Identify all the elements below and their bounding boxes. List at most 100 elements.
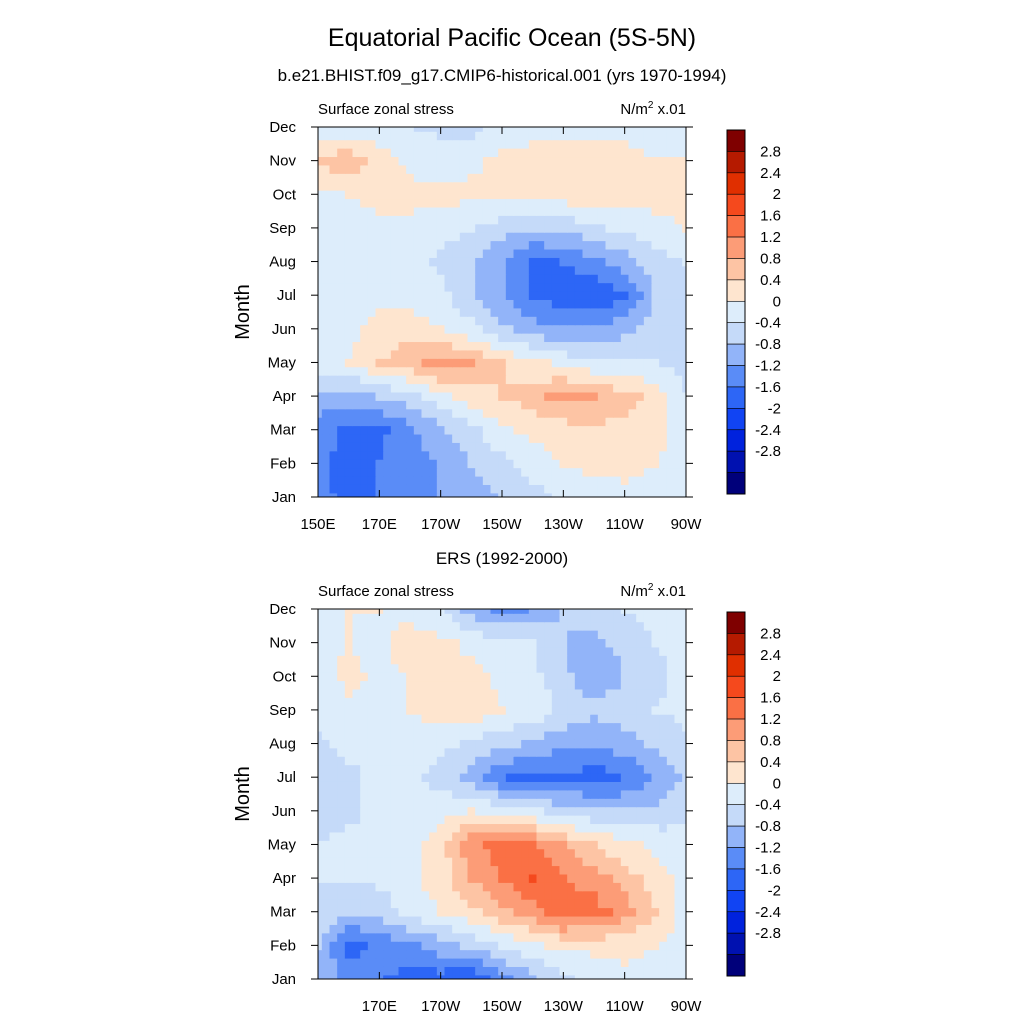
heatmap-cell (436, 857, 446, 867)
heatmap-cell (475, 714, 484, 724)
heatmap-cell (613, 417, 622, 427)
heatmap-cell (406, 730, 415, 740)
heatmap-cell (674, 739, 683, 749)
heatmap-cell (620, 655, 630, 665)
heatmap-cell (352, 924, 361, 934)
heatmap-cell (444, 638, 453, 648)
colorbar-box (726, 300, 746, 324)
heatmap-cell (367, 680, 377, 690)
heatmap-cell (337, 475, 346, 485)
heatmap-cell (551, 459, 561, 469)
heatmap-cell (567, 974, 576, 979)
heatmap-cell (613, 215, 622, 225)
heatmap-cell (436, 450, 446, 460)
heatmap-cell (436, 806, 446, 816)
heatmap-cell (620, 232, 630, 242)
heatmap-cell (467, 492, 476, 497)
heatmap-cell (367, 341, 377, 351)
heatmap-cell (375, 966, 384, 976)
heatmap-cell (321, 425, 331, 435)
heatmap-cell (413, 621, 423, 631)
heatmap-cell (528, 484, 538, 494)
heatmap-cell (475, 924, 484, 934)
heatmap-cell (643, 789, 653, 799)
heatmap-cell (329, 425, 338, 435)
heatmap-cell (452, 148, 461, 158)
heatmap-cell (344, 492, 354, 497)
heatmap-cell (628, 299, 637, 309)
heatmap-cell (521, 890, 530, 900)
heatmap-cell (636, 156, 645, 166)
heatmap-cell (467, 798, 476, 808)
heatmap-cell (482, 857, 492, 867)
heatmap-cell (574, 663, 584, 673)
heatmap-cell (436, 680, 446, 690)
heatmap-cell (659, 932, 668, 942)
heatmap-cell (475, 433, 484, 443)
heatmap-cell (682, 299, 686, 309)
heatmap-cell (398, 400, 407, 410)
heatmap-cell (498, 907, 507, 917)
heatmap-cell (444, 924, 453, 934)
heatmap-cell (636, 806, 645, 816)
heatmap-cell (605, 433, 614, 443)
heatmap-cell (521, 358, 530, 368)
heatmap-cell (674, 646, 683, 656)
heatmap-cell (505, 442, 515, 452)
heatmap-cell (329, 173, 338, 183)
heatmap-cell (582, 630, 591, 640)
heatmap-cell (590, 223, 599, 233)
heatmap-cell (559, 265, 568, 275)
heatmap-cell (590, 248, 599, 258)
heatmap-cell (444, 148, 453, 158)
heatmap-cell (321, 299, 331, 309)
heatmap-cell (505, 333, 515, 343)
heatmap-cell (536, 333, 545, 343)
heatmap-cell (582, 139, 591, 149)
heatmap-cell (666, 806, 676, 816)
heatmap-cell (344, 823, 354, 833)
heatmap-cell (605, 823, 614, 833)
heatmap-cell (643, 442, 653, 452)
heatmap-cell (513, 789, 522, 799)
heatmap-cell (406, 223, 415, 233)
heatmap-cell (505, 492, 515, 497)
heatmap-cell (352, 240, 361, 250)
heatmap-cell (597, 282, 607, 292)
heatmap-cell (429, 257, 438, 267)
heatmap-cell (490, 127, 499, 132)
heatmap-cell (643, 873, 653, 883)
heatmap-cell (467, 756, 476, 766)
heatmap-cell (318, 299, 323, 309)
heatmap-cell (490, 932, 499, 942)
heatmap-cell (567, 333, 576, 343)
heatmap-cell (344, 831, 354, 841)
heatmap-cell (321, 756, 331, 766)
heatmap-cell (597, 375, 607, 385)
heatmap-cell (674, 190, 683, 200)
heatmap-cell (367, 688, 377, 698)
heatmap-cell (528, 299, 538, 309)
heatmap-cell (613, 663, 622, 673)
heatmap-cell (674, 815, 683, 825)
heatmap-cell (329, 131, 338, 141)
heatmap-cell (337, 764, 346, 774)
heatmap-cell (682, 442, 686, 452)
heatmap-cell (482, 882, 492, 892)
heatmap-cell (605, 840, 614, 850)
heatmap-cell (682, 949, 686, 959)
heatmap-cell (582, 492, 591, 497)
heatmap-cell (452, 349, 461, 359)
heatmap-cell (452, 156, 461, 166)
heatmap-cell (413, 358, 423, 368)
heatmap-cell (406, 164, 415, 174)
heatmap-cell (666, 198, 676, 208)
heatmap-cell (321, 705, 331, 715)
heatmap-cell (628, 688, 637, 698)
heatmap-cell (628, 924, 637, 934)
heatmap-cell (467, 806, 476, 816)
heatmap-cell (360, 148, 369, 158)
heatmap-cell (590, 848, 599, 858)
heatmap-cell (390, 240, 400, 250)
heatmap-cell (620, 425, 630, 435)
